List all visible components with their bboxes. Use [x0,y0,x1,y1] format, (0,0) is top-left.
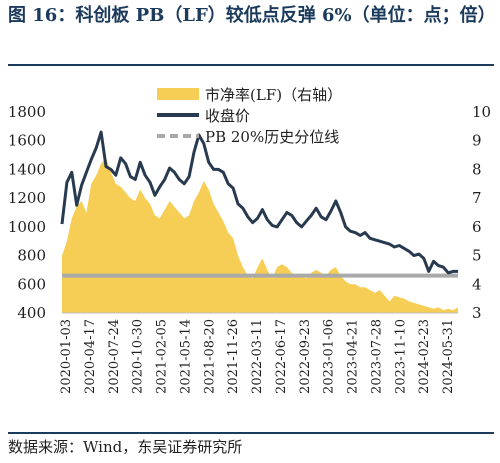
x-tick-label: 2021-05-14 [178,319,193,394]
legend-label-threshold: PB 20%历史分位线 [205,128,339,146]
x-tick-label: 2024-02-23 [417,319,432,394]
x-tick-label: 2022-09-23 [298,319,313,394]
x-tick-label: 2022-03-11 [250,319,265,394]
y-right-tick-label: 10 [472,103,491,121]
y-right-tick-label: 3 [472,304,482,322]
line-layer [60,130,458,275]
pb-area-series [62,157,458,313]
y-right-tick-label: 8 [472,160,482,178]
x-tick-label: 2022-06-17 [274,319,289,394]
x-tick-label: 2021-02-05 [155,319,170,394]
legend-swatch-area [157,88,199,100]
y-left-tick-label: 1400 [8,160,46,178]
x-tick-label: 2020-10-30 [131,319,146,394]
x-tick-label: 2021-08-20 [202,319,217,394]
x-tick-label: 2024-05-31 [441,319,456,394]
y-right-tick-label: 9 [472,132,482,150]
y-right-tick-label: 4 [472,275,482,293]
x-tick-label: 2021-11-26 [226,319,241,394]
x-tick-label: 2020-07-24 [107,319,122,394]
title-rule [8,64,494,66]
source-rule [8,432,494,434]
y-right-tick-label: 7 [472,189,482,207]
y-left-tick-label: 400 [17,304,46,322]
y-left-tick-label: 1600 [8,132,46,150]
y-left-tick-label: 1200 [8,189,46,207]
x-tick-label: 2023-07-28 [369,319,384,394]
x-tick-label: 2020-01-03 [59,319,74,394]
x-tick-label: 2020-04-17 [83,319,98,394]
chart: 400 600 800 1000 1200 1400 1600 1800 3 4 5 6 7 8 9 10 20… [8,86,491,394]
source-note: 数据来源：Wind，东吴证券研究所 [8,438,243,456]
y-left-tick-label: 800 [17,247,46,265]
y-left-tick-label: 600 [17,275,46,293]
legend: 市净率(LF)（右轴） 收盘价 PB 20%历史分位线 [157,86,342,146]
legend-label-area: 市净率(LF)（右轴） [205,86,342,104]
x-tick-label: 2023-04-21 [346,319,361,394]
y-right-tick-label: 5 [472,247,482,265]
y-left-tick-label: 1000 [8,218,46,236]
figure-title: 图 16：科创板 PB（LF）较低点反弹 6%（单位：点；倍） [8,5,496,26]
y-left-tick-label: 1800 [8,103,46,121]
legend-label-line: 收盘价 [205,107,250,125]
x-tick-label: 2023-01-06 [322,319,337,394]
x-tick-label: 2023-11-10 [393,319,408,394]
axis-layer: 400 600 800 1000 1200 1400 1600 1800 3 4 5 6 7 8 9 10 20… [8,103,491,394]
close-price-line [60,130,458,275]
area-layer [62,157,458,313]
y-right-tick-label: 6 [472,218,482,236]
